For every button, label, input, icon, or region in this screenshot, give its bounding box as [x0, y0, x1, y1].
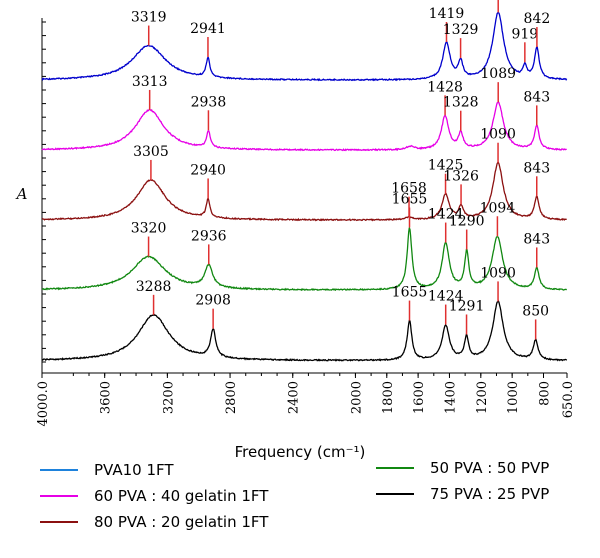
- peak-markers: 3319294114191329108991984233132938142813…: [131, 0, 551, 340]
- peak-label: 1424: [428, 207, 464, 223]
- peak-label: 3320: [131, 221, 167, 237]
- peak-label: 1655: [392, 285, 428, 301]
- legend: PVA10 1FT 60 PVA : 40 gelatin 1FT 80 PVA…: [40, 459, 549, 531]
- peak-label: 2941: [190, 21, 226, 37]
- peak-label: 842: [524, 11, 551, 27]
- peak-label: 2908: [195, 293, 231, 309]
- legend-label-60pva-40gelatin: 60 PVA : 40 gelatin 1FT: [94, 487, 269, 505]
- legend-item-50pva-50pvp: 50 PVA : 50 PVP: [376, 459, 549, 477]
- peak-label: 1424: [428, 289, 464, 305]
- peak-label: 843: [523, 231, 550, 247]
- legend-item-60pva-40gelatin: 60 PVA : 40 gelatin 1FT: [40, 487, 269, 505]
- series-line: [41, 161, 567, 222]
- series-line: [41, 227, 568, 292]
- y-axis-minor-ticks: [42, 21, 46, 363]
- x-axis-title: Frequency (cm⁻¹): [235, 443, 366, 461]
- peak-label: 2936: [191, 228, 227, 244]
- peak-label: 919: [511, 26, 538, 42]
- legend-label-75pva-25pvp: 75 PVA : 25 PVP: [430, 485, 549, 503]
- x-tick-label: 3200: [161, 381, 176, 414]
- peak-label: 1419: [429, 6, 465, 22]
- peak-label: 1425: [428, 158, 464, 174]
- peak-label: 1328: [443, 95, 479, 111]
- x-tick-label: 2800: [224, 381, 239, 414]
- x-tick-label: 4000.0: [36, 381, 51, 427]
- peak-label: 843: [523, 89, 550, 105]
- peak-label: 1089: [480, 66, 516, 82]
- legend-label-pva10: PVA10 1FT: [94, 461, 174, 479]
- axes: [41, 18, 567, 374]
- peak-label: 1291: [449, 298, 485, 314]
- series-line: [41, 12, 568, 82]
- x-tick-label: 1600: [412, 381, 427, 414]
- peak-label: 1329: [443, 22, 479, 38]
- peak-label: 1655: [392, 191, 428, 207]
- legend-item-pva10: PVA10 1FT: [40, 461, 174, 479]
- peak-label: 3319: [131, 10, 167, 26]
- series-lines: [41, 12, 568, 362]
- peak-label: 2940: [190, 162, 226, 178]
- x-tick-label: 2400: [287, 381, 302, 414]
- x-tick-label: 1400: [443, 381, 458, 414]
- legend-item-80pva-20gelatin: 80 PVA : 20 gelatin 1FT: [40, 513, 269, 531]
- peak-label: 3288: [136, 279, 172, 295]
- legend-label-50pva-50pvp: 50 PVA : 50 PVP: [430, 459, 549, 477]
- peak-label: 1090: [480, 127, 516, 143]
- peak-label: 1290: [449, 214, 485, 230]
- peak-label: 2938: [191, 94, 227, 110]
- x-axis-ticks: 4000.0 3600 3200 2800 2400 2000 1800 1600 1400 12…: [36, 373, 576, 427]
- peak-label: 843: [523, 160, 550, 176]
- peak-label: 1658: [391, 181, 427, 197]
- series-line: [41, 100, 567, 152]
- x-tick-label: 1200: [475, 381, 490, 414]
- x-tick-label: 650.0: [561, 381, 576, 418]
- peak-label: 850: [522, 303, 549, 319]
- y-axis-title: A: [15, 185, 28, 203]
- peak-label: 1326: [443, 168, 479, 184]
- peak-label: 1090: [480, 265, 516, 281]
- legend-label-80pva-20gelatin: 80 PVA : 20 gelatin 1FT: [94, 513, 269, 531]
- peak-label: 3313: [132, 74, 168, 90]
- peak-label: 3305: [133, 144, 169, 160]
- peak-label: 1428: [427, 79, 463, 95]
- x-tick-label: 800: [537, 381, 552, 406]
- x-tick-label: 2000: [349, 381, 364, 414]
- x-tick-label: 1800: [381, 381, 396, 414]
- x-tick-label: 3600: [99, 381, 114, 414]
- series-line: [41, 299, 568, 362]
- legend-item-75pva-25pvp: 75 PVA : 25 PVP: [376, 485, 549, 503]
- peak-label: 1094: [480, 200, 516, 216]
- x-tick-label: 1000: [506, 381, 521, 414]
